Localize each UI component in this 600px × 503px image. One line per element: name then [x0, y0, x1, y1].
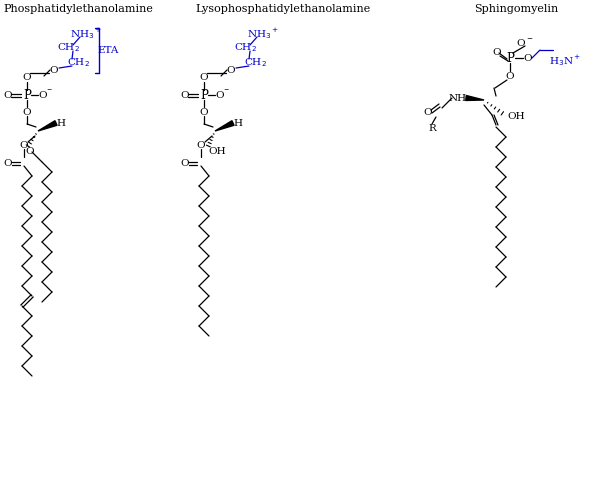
Text: O: O	[23, 72, 31, 81]
Text: O: O	[23, 108, 31, 117]
Text: CH$_2$: CH$_2$	[67, 57, 89, 69]
Text: O: O	[50, 65, 58, 74]
Text: O: O	[26, 146, 34, 155]
Text: H: H	[56, 119, 65, 127]
Text: O: O	[506, 71, 514, 80]
Text: CH$_2$: CH$_2$	[244, 57, 266, 69]
Text: O: O	[200, 108, 208, 117]
Text: R: R	[428, 124, 436, 132]
Text: O: O	[227, 65, 235, 74]
Text: O$^-$: O$^-$	[517, 37, 533, 47]
Polygon shape	[38, 121, 57, 131]
Text: O: O	[181, 158, 190, 167]
Text: O: O	[200, 72, 208, 81]
Text: H$_3$N$^+$: H$_3$N$^+$	[549, 53, 581, 68]
Text: Phosphatidylethanolamine: Phosphatidylethanolamine	[3, 4, 153, 14]
Text: OH: OH	[208, 146, 226, 155]
Text: O: O	[181, 91, 190, 100]
Text: P: P	[200, 89, 208, 102]
Polygon shape	[466, 96, 484, 101]
Text: P: P	[506, 51, 514, 64]
Text: OH: OH	[507, 112, 525, 121]
Text: H: H	[233, 119, 242, 127]
Text: NH: NH	[449, 94, 467, 103]
Text: CH$_2$: CH$_2$	[56, 42, 79, 54]
Text: Lysophosphatidylethanolamine: Lysophosphatidylethanolamine	[195, 4, 370, 14]
Text: CH$_2$: CH$_2$	[233, 42, 256, 54]
Polygon shape	[215, 121, 234, 131]
Text: NH$_3$$^+$: NH$_3$$^+$	[247, 27, 279, 41]
Text: NH$_3$$^+$: NH$_3$$^+$	[70, 27, 102, 41]
Text: O: O	[215, 91, 224, 100]
Text: P: P	[23, 89, 31, 102]
Text: O: O	[38, 91, 47, 100]
Text: O: O	[20, 140, 28, 149]
Text: O: O	[424, 108, 433, 117]
Text: O: O	[4, 91, 13, 100]
Text: O: O	[197, 140, 205, 149]
Text: $^-$: $^-$	[222, 86, 230, 95]
Text: O: O	[493, 47, 502, 56]
Text: $^-$: $^-$	[45, 86, 53, 95]
Text: O: O	[4, 158, 13, 167]
Text: ETA: ETA	[97, 46, 119, 55]
Text: O: O	[524, 53, 532, 62]
Text: Sphingomyelin: Sphingomyelin	[474, 4, 558, 14]
